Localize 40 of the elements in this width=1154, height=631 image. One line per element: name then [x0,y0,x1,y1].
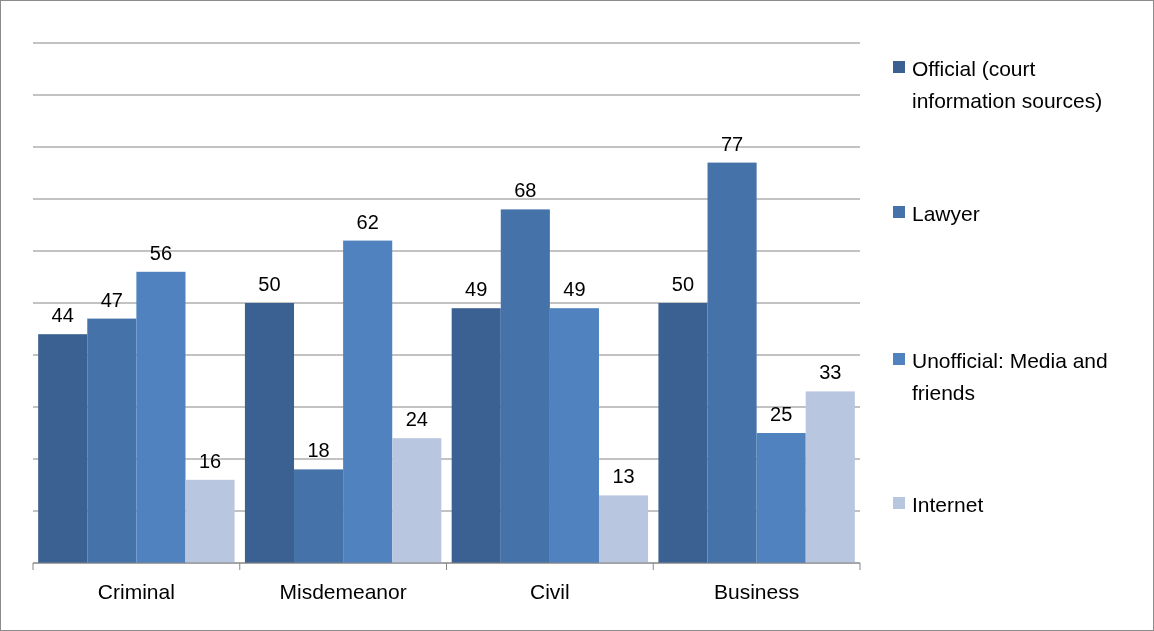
data-label: 33 [819,361,842,384]
data-label: 16 [198,449,222,472]
bar [451,308,501,563]
bar [805,391,855,563]
legend-label: Unofficial: Media and friends [912,349,1108,404]
data-label: 13 [612,465,635,488]
legend-label: Lawyer [912,202,980,225]
data-label: 44 [51,304,74,327]
bar [38,334,88,563]
data-label: 56 [149,241,173,264]
data-label: 62 [356,210,379,233]
legend-label: Internet [912,493,984,516]
bar [392,438,442,563]
bar [294,469,344,563]
data-label: 47 [100,288,123,311]
data-label: 24 [405,408,428,431]
legend-label: Official (court information sources) [912,57,1103,112]
bar [500,209,550,563]
bar [185,479,235,563]
x-tick-label: Business [714,580,800,603]
bar [658,303,708,563]
x-tick-label: Civil [530,580,570,603]
bar [707,162,757,563]
bar [244,303,295,563]
data-label: 50 [258,273,281,295]
x-tick-label: Misdemeanor [279,580,407,603]
x-tick-label: Criminal [97,580,175,603]
bar [756,433,806,563]
data-label: 25 [770,403,793,425]
data-label: 49 [563,278,586,301]
data-label: 50 [671,273,695,295]
data-label: 18 [307,439,330,462]
bar [598,495,649,563]
data-label: 77 [720,132,744,155]
data-label: 68 [514,179,537,202]
bar [87,318,137,563]
data-label: 49 [465,278,488,301]
bar [549,308,599,563]
bar [136,271,186,563]
bar [343,240,393,563]
